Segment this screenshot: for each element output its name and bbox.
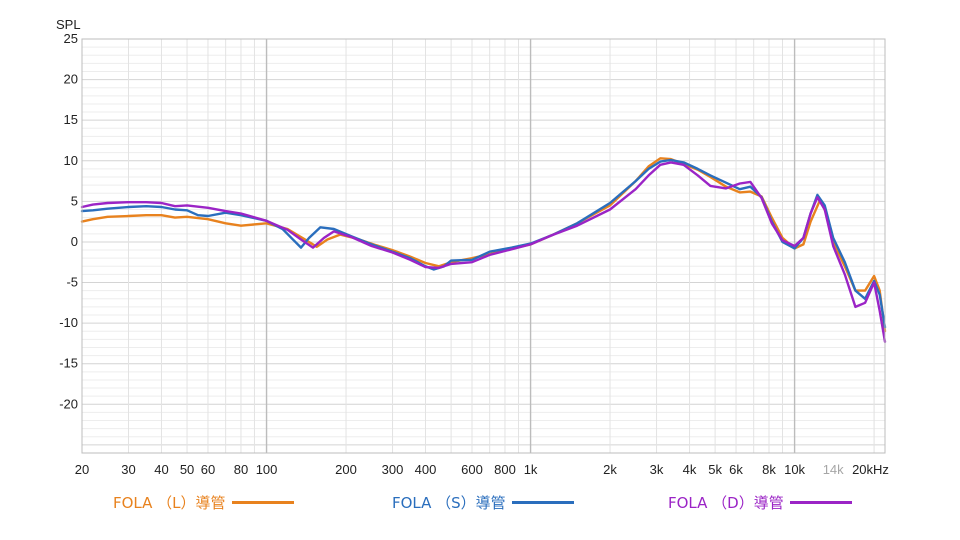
legend-swatch-s	[511, 500, 574, 504]
y-tick-label: 5	[71, 193, 78, 208]
x-tick-label: 20kHz	[852, 462, 889, 477]
x-tick-label: 3k	[650, 462, 664, 477]
x-tick-label: 50	[180, 462, 194, 477]
x-tick-label: 60	[201, 462, 215, 477]
y-tick-label: 10	[64, 153, 78, 168]
x-tick-labels: 20 30 40 50 60 80 100 200 300 400 600 800 1k 2k 3k 4k 5k…	[75, 462, 889, 477]
x-tick-label: 300	[382, 462, 404, 477]
legend-label-s: FOLA （S）導管	[392, 493, 506, 512]
legend-label-d: FOLA （D）導管	[668, 493, 784, 512]
x-tick-label: 1k	[524, 462, 538, 477]
legend-swatch-l	[231, 500, 294, 504]
y-tick-label: 20	[64, 72, 78, 87]
y-axis-label: SPL	[56, 17, 81, 32]
y-tick-label: 25	[64, 31, 78, 46]
x-tick-label: 40	[154, 462, 168, 477]
x-tick-label: 5k	[708, 462, 722, 477]
y-tick-label: 0	[71, 234, 78, 249]
x-tick-label: 80	[234, 462, 248, 477]
y-tick-label: -15	[59, 356, 78, 371]
x-tick-label: 30	[121, 462, 135, 477]
series-line-2	[80, 161, 887, 343]
y-tick-labels: 25 20 15 10 5 0 -5 -10 -15 -20	[59, 31, 78, 411]
legend-item-l: FOLA （L）導管	[113, 490, 294, 514]
chart-grid	[81, 38, 885, 454]
y-tick-label: -10	[59, 315, 78, 330]
x-tick-label: 100	[256, 462, 278, 477]
series-lines	[80, 157, 887, 343]
y-tick-label: -5	[66, 275, 78, 290]
x-tick-label: 2k	[603, 462, 617, 477]
x-tick-label: 400	[415, 462, 437, 477]
x-tick-label: 800	[494, 462, 516, 477]
x-tick-label: 200	[335, 462, 357, 477]
x-tick-label: 10k	[784, 462, 805, 477]
legend-item-s: FOLA （S）導管	[392, 490, 574, 514]
plot-border	[81, 38, 886, 454]
x-tick-label: 14k	[823, 462, 844, 477]
legend-item-d: FOLA （D）導管	[668, 490, 852, 514]
x-tick-label: 6k	[729, 462, 743, 477]
series-line-0	[80, 157, 887, 333]
x-tick-label: 4k	[683, 462, 697, 477]
x-tick-label: 600	[461, 462, 483, 477]
y-tick-label: -20	[59, 396, 78, 411]
x-tick-label: 8k	[762, 462, 776, 477]
legend-swatch-d	[789, 500, 852, 504]
legend-label-l: FOLA （L）導管	[113, 493, 226, 512]
x-tick-label: 20	[75, 462, 89, 477]
y-tick-label: 15	[64, 112, 78, 127]
